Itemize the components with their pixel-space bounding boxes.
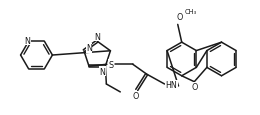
Text: N: N [99, 67, 105, 76]
Text: O: O [191, 82, 198, 91]
Text: O: O [133, 92, 139, 101]
Text: CH₃: CH₃ [185, 9, 197, 14]
Text: HN: HN [166, 81, 177, 90]
Text: O: O [177, 13, 183, 22]
Text: N: N [25, 37, 30, 45]
Text: N: N [94, 32, 100, 41]
Text: S: S [108, 60, 113, 69]
Text: N: N [86, 44, 92, 53]
